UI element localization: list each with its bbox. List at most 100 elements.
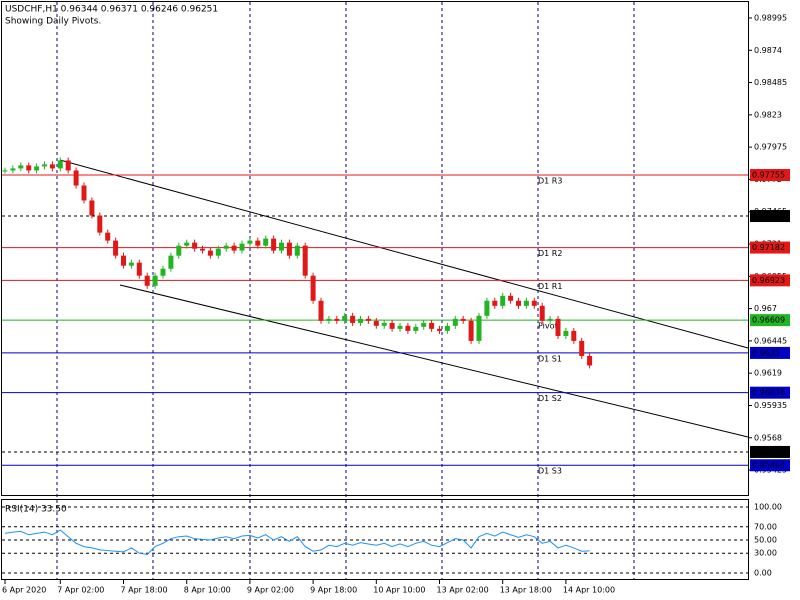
candle <box>18 165 24 169</box>
channel-upper <box>59 159 749 349</box>
pivot-label: D1 S3 <box>538 467 562 476</box>
candle <box>231 245 237 251</box>
candle <box>2 170 8 172</box>
candle <box>476 315 482 341</box>
price-box <box>750 169 790 182</box>
candle <box>97 215 103 233</box>
candle <box>342 315 348 321</box>
candle <box>579 340 585 356</box>
y-tick-label: 0.9874 <box>754 46 782 55</box>
price-box-label: 0.97431 <box>752 212 785 221</box>
candle <box>121 255 126 266</box>
candle <box>444 325 450 331</box>
candle <box>547 318 553 321</box>
candle <box>184 242 190 246</box>
candle <box>452 318 458 326</box>
candle <box>484 300 490 316</box>
candle <box>152 275 158 286</box>
candle <box>26 165 32 171</box>
candle <box>539 305 545 321</box>
price-box-label: 0.95568 <box>752 447 785 456</box>
y-tick-label: 0.967 <box>754 304 777 313</box>
candle <box>500 295 506 306</box>
candle <box>571 330 577 341</box>
x-tick-label: 14 Apr 10:00 <box>563 586 615 595</box>
x-tick-label: 9 Apr 02:00 <box>247 586 294 595</box>
candle <box>128 262 134 266</box>
candle <box>42 164 47 167</box>
x-tick-label: 6 Apr 2020 <box>2 586 46 595</box>
candle <box>492 300 498 306</box>
price-box <box>750 210 790 223</box>
candle <box>215 248 221 256</box>
candle <box>136 262 142 276</box>
price-box-label: 0.96036 <box>752 388 785 397</box>
price-box-label: 0.97755 <box>752 171 785 180</box>
candle <box>34 166 40 171</box>
candle <box>563 330 569 336</box>
price-panel <box>1 1 749 496</box>
candle <box>89 200 95 216</box>
candle <box>144 275 150 286</box>
y-tick-label: 0.9568 <box>754 433 782 442</box>
candle <box>516 300 521 306</box>
candle <box>468 320 474 341</box>
candle <box>271 238 277 251</box>
candle <box>437 328 442 331</box>
price-box <box>750 314 790 327</box>
candle <box>326 318 332 321</box>
y-tick-label: 0.95935 <box>754 401 787 410</box>
candle <box>405 325 411 331</box>
candle <box>286 242 292 256</box>
price-box <box>750 241 790 254</box>
y-tick-label: 0.98485 <box>754 78 787 87</box>
candle <box>10 168 16 171</box>
candle <box>247 240 253 244</box>
candle <box>176 245 182 256</box>
candle <box>365 318 371 321</box>
y-tick-label: 50.00 <box>754 536 777 545</box>
candle <box>413 326 419 331</box>
y-tick-label: 30.00 <box>754 549 777 558</box>
y-tick-label: 0.9619 <box>754 369 782 378</box>
candle <box>207 250 213 256</box>
rsi-panel <box>1 499 749 580</box>
chart-title: USDCHF,H1 0.96344 0.96371 0.96246 0.9625… <box>5 5 218 15</box>
price-box-label: 0.97182 <box>752 243 785 252</box>
candle <box>310 275 316 301</box>
candle <box>279 242 284 251</box>
candle <box>223 245 229 249</box>
candle <box>389 322 395 329</box>
candle <box>334 318 340 321</box>
candle <box>429 322 435 329</box>
candle <box>587 355 593 366</box>
candle <box>460 318 466 321</box>
candle <box>263 238 269 246</box>
pivot-label: D1 R1 <box>538 282 562 291</box>
price-box-label: 0.95463 <box>752 461 785 470</box>
y-tick-label: 0.9823 <box>754 110 782 119</box>
candle <box>555 318 561 336</box>
x-tick-label: 9 Apr 18:00 <box>310 586 357 595</box>
chart-subtitle: Showing Daily Pivots. <box>5 17 101 27</box>
price-box <box>750 445 790 458</box>
x-tick-label: 10 Apr 10:00 <box>373 586 425 595</box>
y-tick-label: 0.98995 <box>754 13 787 22</box>
candle <box>255 240 261 246</box>
candle <box>523 300 529 306</box>
x-tick-label: 7 Apr 18:00 <box>121 586 168 595</box>
candle <box>302 245 308 276</box>
candle <box>531 300 537 306</box>
pivot-label: D1 R2 <box>538 249 562 258</box>
price-box-label: 0.96923 <box>752 276 785 285</box>
candle <box>81 185 87 201</box>
candle <box>350 315 356 323</box>
candle <box>57 160 63 169</box>
x-tick-label: 13 Apr 02:00 <box>437 586 489 595</box>
candle <box>294 245 300 256</box>
candle <box>160 268 166 276</box>
y-tick-label: 70.00 <box>754 522 777 531</box>
vertical-grid <box>56 2 635 579</box>
